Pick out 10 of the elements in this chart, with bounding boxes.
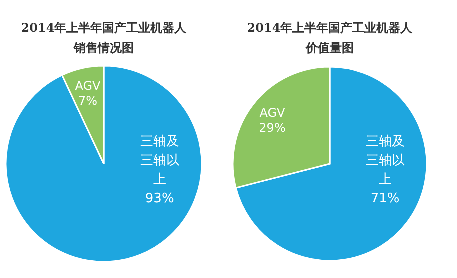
slice-label: AGV [260,106,286,120]
slice-label: 三轴及三轴以上 [366,134,405,188]
data-label: 71% [370,191,400,206]
slice-label: 三轴及三轴以上 [140,134,180,188]
data-label: 7% [78,94,98,108]
data-label: 93% [145,191,174,206]
data-label: 29% [259,120,286,135]
chart-title: 2014年上半年国产工业机器人价值量图 [247,21,414,55]
chart-title: 2014年上半年国产工业机器人销售情况图 [21,21,188,55]
slice-label: AGV [75,78,102,93]
